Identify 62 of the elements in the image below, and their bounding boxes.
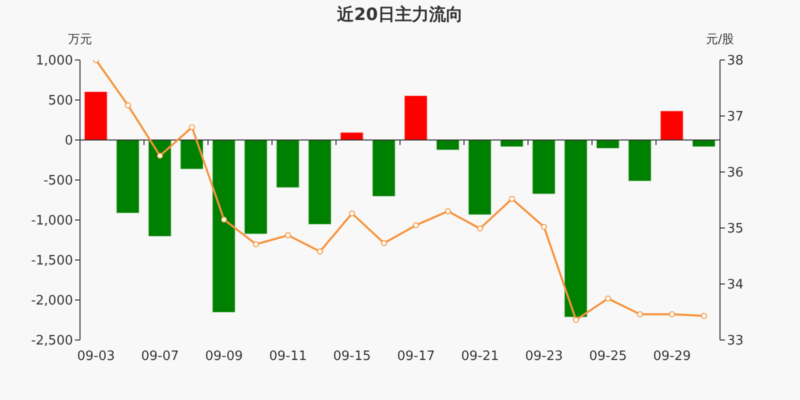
x-tick-label: 09-23 xyxy=(525,349,563,364)
point xyxy=(285,232,291,238)
x-tick-label: 09-25 xyxy=(589,349,627,364)
point xyxy=(669,311,675,318)
bar xyxy=(180,140,204,170)
bar xyxy=(308,140,332,224)
bar xyxy=(276,140,300,188)
point xyxy=(189,124,195,130)
point xyxy=(381,240,387,246)
bar xyxy=(436,140,460,150)
bar xyxy=(244,140,268,234)
y-tick-label: -500 xyxy=(43,174,73,189)
y-tick-label: -2,000 xyxy=(31,294,73,309)
point xyxy=(637,311,643,318)
bar xyxy=(116,140,140,214)
point xyxy=(445,208,451,214)
bar xyxy=(148,140,172,236)
y-tick-label: -1,000 xyxy=(31,214,73,229)
point xyxy=(509,196,515,202)
y-tick-label: 1,000 xyxy=(36,54,73,69)
point xyxy=(125,102,131,108)
y-tick-label: -1,500 xyxy=(31,254,73,269)
y2-tick-label: 37 xyxy=(727,110,744,125)
point xyxy=(477,226,483,232)
y2-axis-title: 元/股 xyxy=(704,31,736,48)
y2-tick-label: 36 xyxy=(727,166,744,181)
y2-tick-label: 34 xyxy=(727,278,744,293)
x-tick-label: 09-15 xyxy=(333,349,371,364)
bar xyxy=(84,92,108,140)
point xyxy=(253,241,259,248)
x-tick-label: 09-03 xyxy=(77,349,115,364)
point xyxy=(349,210,355,216)
bar xyxy=(628,140,652,182)
y2-tick-label: 35 xyxy=(727,222,744,237)
y2-tick-label: 33 xyxy=(727,334,744,349)
bar xyxy=(660,110,684,140)
point xyxy=(605,296,611,302)
point xyxy=(413,222,419,228)
bar xyxy=(532,140,556,194)
bar xyxy=(404,96,428,140)
bar xyxy=(372,140,396,196)
x-tick-label: 09-21 xyxy=(461,349,499,364)
y-axis-title: 万元 xyxy=(67,31,93,48)
chart-title: 近20日主力流向 xyxy=(336,4,464,26)
point xyxy=(573,316,579,323)
y-tick-label: 500 xyxy=(48,94,73,109)
point xyxy=(541,224,547,230)
y2-tick-label: 38 xyxy=(727,54,744,69)
x-tick-label: 09-11 xyxy=(269,349,307,364)
x-tick-label: 09-07 xyxy=(141,349,179,364)
y-tick-label: -2,500 xyxy=(31,334,73,349)
y-tick-label: 0 xyxy=(64,134,73,149)
point xyxy=(157,152,163,159)
point xyxy=(701,312,707,319)
point xyxy=(317,248,323,255)
x-tick-label: 09-17 xyxy=(397,349,435,364)
bar xyxy=(564,140,588,318)
bar xyxy=(212,140,236,312)
x-tick-label: 09-09 xyxy=(205,349,243,364)
bar xyxy=(468,140,492,215)
x-tick-label: 09-29 xyxy=(653,349,691,364)
point xyxy=(221,216,227,223)
